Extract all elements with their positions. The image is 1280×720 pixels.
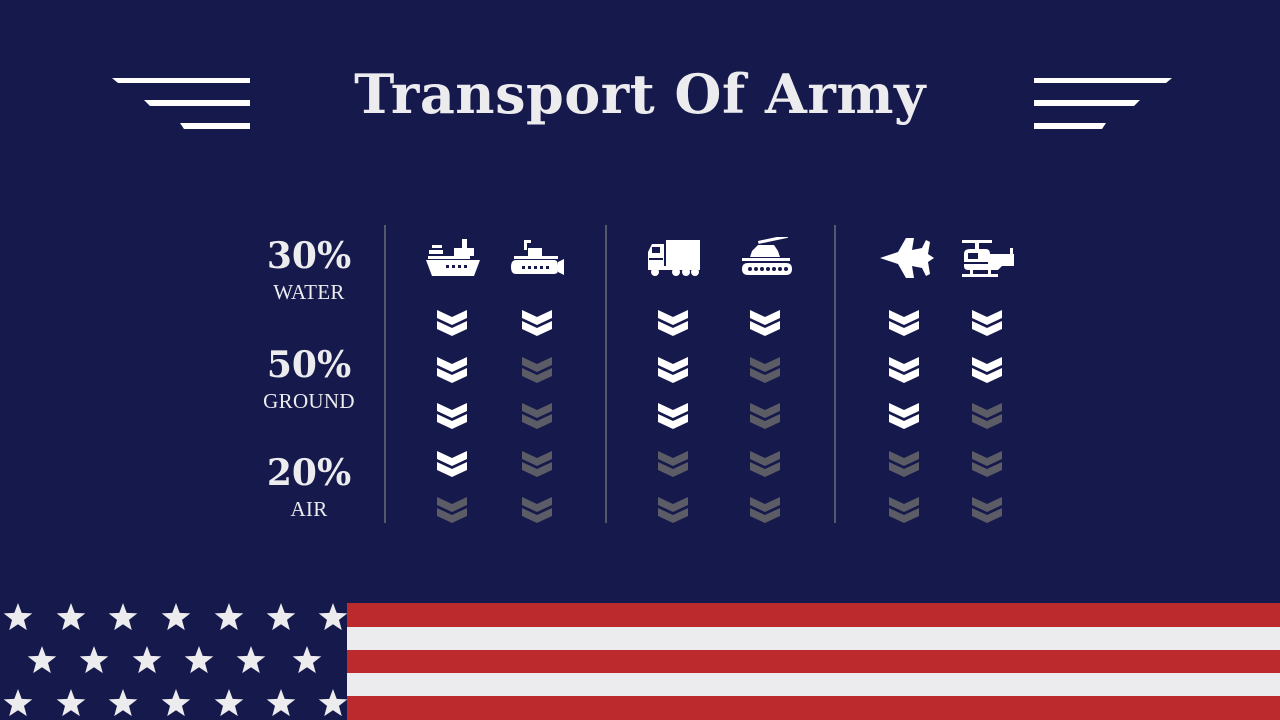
chevron-rank-active [972,310,1002,336]
chevron-rank-inactive [437,497,467,523]
tank-icon [742,237,792,275]
chevron-rank-active [658,357,688,383]
flag-stars [3,603,348,717]
chevron-rank-active [972,357,1002,383]
decorative-speed-lines-right [1034,78,1172,129]
chevron-rank-inactive [750,403,780,429]
star-icon [214,603,244,631]
chevron-rank-active [437,403,467,429]
star-icon [184,646,214,674]
stat-ground-label: GROUND [263,389,355,413]
chevron-rank-active [437,357,467,383]
stat-water-label: WATER [273,280,345,304]
chevron-rank-inactive [750,497,780,523]
star-icon [292,646,322,674]
page-title: Transport Of Army [354,62,926,126]
star-icon [236,646,266,674]
star-icon [56,689,86,717]
chevron-rank-inactive [522,403,552,429]
star-icon [3,689,33,717]
chevron-rank-inactive [750,357,780,383]
star-icon [79,646,109,674]
chevron-rank-inactive [750,451,780,477]
star-icon [161,603,191,631]
chevron-rank-inactive [889,451,919,477]
chevron-rank-inactive [658,497,688,523]
star-icon [132,646,162,674]
chevron-rank-active [750,310,780,336]
column-divider [834,225,836,523]
star-icon [108,689,138,717]
chevron-rank-inactive [522,451,552,477]
stat-water-value: 30% [266,235,352,277]
stat-ground: 50% GROUND [229,345,389,413]
star-icon [214,689,244,717]
star-icon [108,603,138,631]
american-flag-banner [3,603,1280,720]
chevron-rank-active [437,451,467,477]
chevron-rank-inactive [889,497,919,523]
star-icon [56,603,86,631]
star-icon [161,689,191,717]
ship-icon [426,239,480,276]
chevron-rank-active [889,357,919,383]
stat-water: 30% WATER [229,236,389,304]
star-icon [27,646,57,674]
chevron-rank-inactive [522,357,552,383]
stat-air: 20% AIR [229,453,389,521]
stat-ground-value: 50% [266,344,352,386]
truck-icon [648,240,700,276]
star-icon [318,689,348,717]
column-divider [384,225,386,523]
chevron-rank-active [889,310,919,336]
stat-air-value: 20% [266,452,352,494]
chevron-rank-active [437,310,467,336]
flag-stripes [347,603,1280,720]
chevron-rank-active [889,403,919,429]
chevron-rank-inactive [972,403,1002,429]
chevron-rank-active [658,310,688,336]
column-divider [605,225,607,523]
star-icon [3,603,33,631]
stat-air-label: AIR [290,497,328,521]
chevron-rank-inactive [658,451,688,477]
helicopter-icon [962,240,1014,277]
chevron-rank-active [658,403,688,429]
chevron-rank-active [522,310,552,336]
chevron-rank-inactive [522,497,552,523]
star-icon [266,689,296,717]
decorative-speed-lines-left [112,78,250,129]
submarine-icon [511,240,564,275]
chevron-rank-inactive [972,497,1002,523]
chevron-rank-inactive [972,451,1002,477]
fighter-jet-icon [880,238,934,278]
star-icon [318,603,348,631]
star-icon [266,603,296,631]
